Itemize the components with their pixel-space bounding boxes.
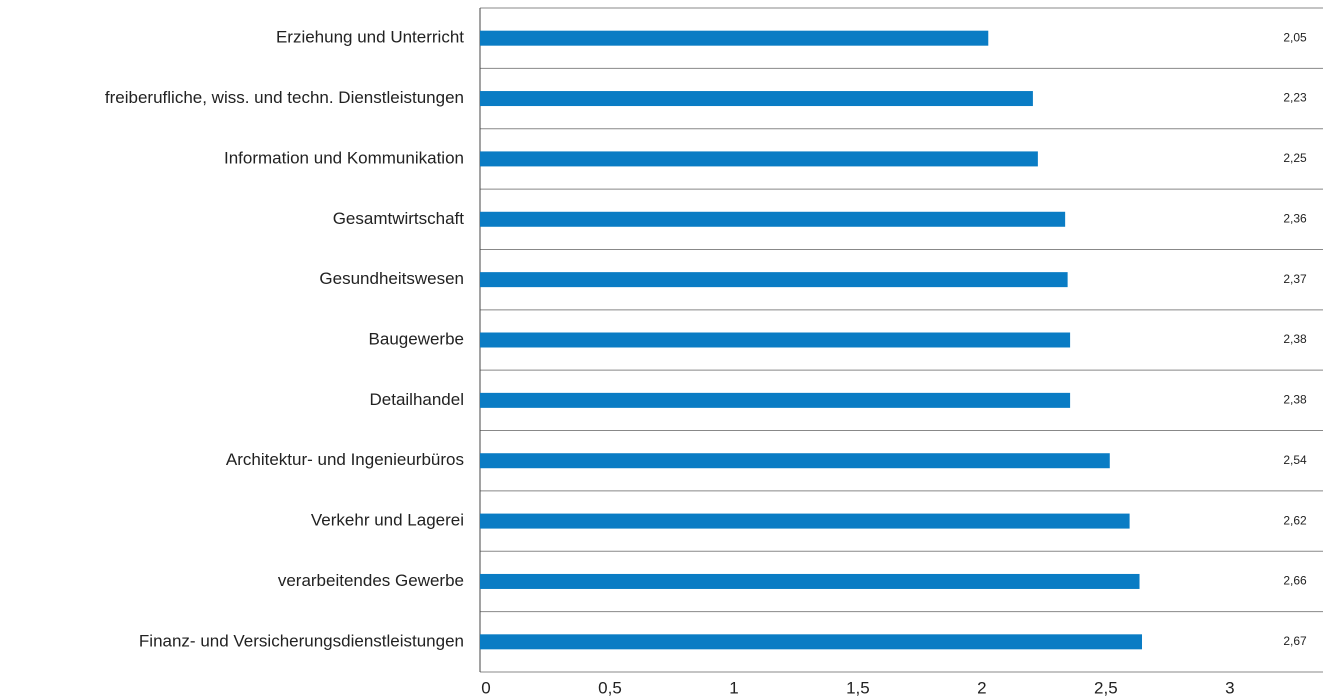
category-label: Verkehr und Lagerei — [311, 511, 464, 530]
value-label: 2,05 — [1283, 30, 1307, 44]
x-tick-label: 1,5 — [846, 678, 870, 697]
bar — [480, 30, 989, 46]
bar — [480, 211, 1066, 227]
value-label: 2,23 — [1283, 91, 1307, 105]
category-label: freiberufliche, wiss. und techn. Dienstl… — [105, 88, 464, 107]
x-tick-label: 3 — [1225, 678, 1234, 697]
bar — [480, 513, 1130, 529]
value-label: 2,37 — [1283, 272, 1307, 286]
category-label: Erziehung und Unterricht — [276, 28, 464, 47]
value-label: 2,38 — [1283, 332, 1307, 346]
category-label: Baugewerbe — [369, 329, 464, 348]
bar — [480, 453, 1110, 469]
value-label: 2,36 — [1283, 211, 1307, 225]
category-label: Gesundheitswesen — [319, 269, 464, 288]
x-tick-label: 0 — [481, 678, 490, 697]
category-label: Information und Kommunikation — [224, 148, 464, 167]
bar — [480, 573, 1140, 589]
x-tick-label: 1 — [729, 678, 738, 697]
value-label: 2,66 — [1283, 574, 1307, 588]
category-label: Finanz- und Versicherungsdienstleistunge… — [139, 631, 464, 650]
value-label: 2,54 — [1283, 453, 1307, 467]
value-label: 2,67 — [1283, 634, 1307, 648]
x-tick-label: 0,5 — [598, 678, 622, 697]
x-tick-label: 2 — [977, 678, 986, 697]
value-label: 2,62 — [1283, 513, 1307, 527]
category-label: Architektur- und Ingenieurbüros — [226, 450, 464, 469]
category-label: Gesamtwirtschaft — [333, 209, 465, 228]
bar — [480, 151, 1038, 167]
value-label: 2,25 — [1283, 151, 1307, 165]
category-label: Detailhandel — [369, 390, 464, 409]
bar — [480, 634, 1143, 650]
value-label: 2,38 — [1283, 393, 1307, 407]
category-label: verarbeitendes Gewerbe — [278, 571, 464, 590]
bar — [480, 332, 1071, 348]
bar — [480, 272, 1068, 288]
bar — [480, 91, 1033, 107]
x-tick-label: 2,5 — [1094, 678, 1118, 697]
bar — [480, 392, 1071, 408]
